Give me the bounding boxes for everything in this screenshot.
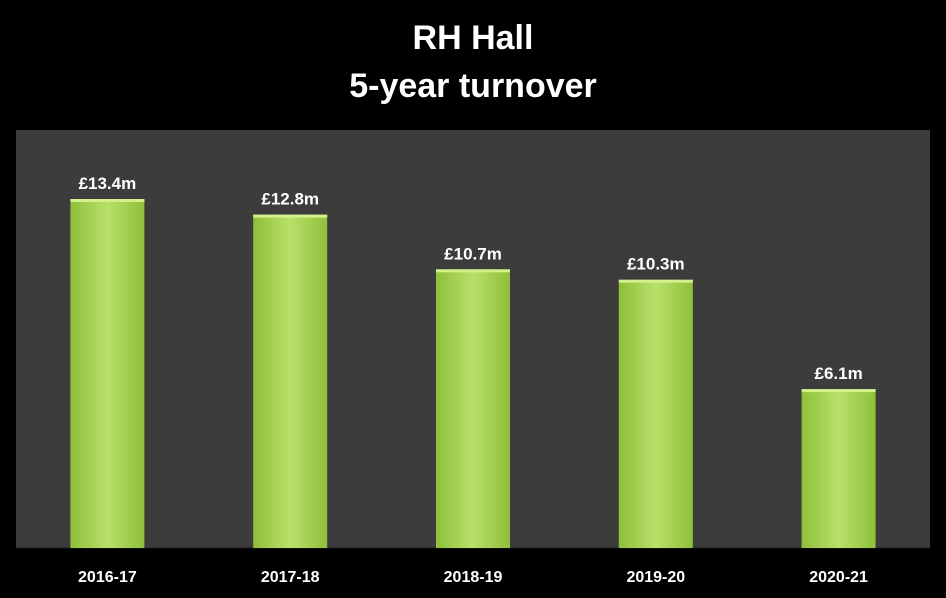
x-tick-label: 2019-20 <box>626 569 685 586</box>
bar-top-highlight <box>801 389 876 393</box>
data-label: £10.3m <box>627 255 685 274</box>
bar-top-highlight <box>70 199 145 202</box>
chart-title: RH Hall <box>412 19 534 57</box>
x-tick-label: 2016-17 <box>78 569 137 586</box>
bar-top-highlight <box>253 214 328 218</box>
bar-top-highlight <box>618 279 693 283</box>
x-tick-label: 2017-18 <box>261 569 320 586</box>
x-tick-labels-group: 2016-17 2017-18 2018-19 2019-20 2020-21 <box>78 569 868 586</box>
data-label: £12.8m <box>261 190 319 209</box>
chart-title-block: RH Hall 5-year turnover <box>0 14 946 110</box>
chart-subtitle: 5-year turnover <box>349 67 597 105</box>
x-tick-label: 2020-21 <box>809 569 868 586</box>
bar-2017-18 <box>253 214 328 548</box>
bar-2019-20 <box>618 279 693 548</box>
bar-2020-21 <box>801 389 876 548</box>
bar-top-highlight <box>436 269 510 273</box>
data-label: £6.1m <box>814 364 862 383</box>
bars-group <box>16 199 930 549</box>
data-labels-group: £13.4m £12.8m £10.7m £10.3m £6.1m <box>79 174 863 383</box>
data-label: £10.7m <box>444 244 502 263</box>
bar-2016-17 <box>70 199 145 548</box>
data-label: £13.4m <box>79 174 137 193</box>
bar-2018-19 <box>436 269 510 548</box>
x-tick-label: 2018-19 <box>444 569 503 586</box>
